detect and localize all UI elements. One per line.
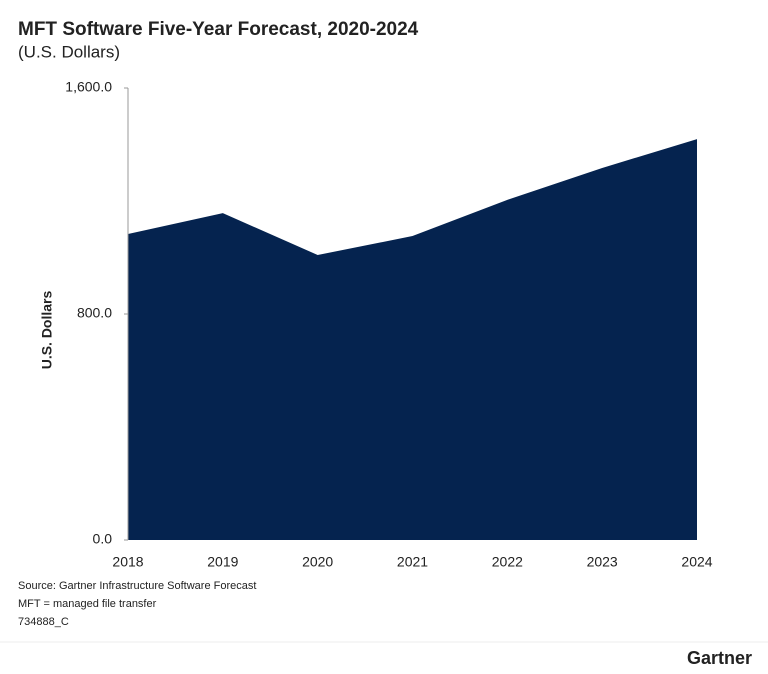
x-tick-label: 2024 — [681, 554, 712, 570]
x-tick-label: 2023 — [587, 554, 618, 570]
figure-id: 734888_C — [18, 616, 69, 628]
chart-title: MFT Software Five-Year Forecast, 2020-20… — [18, 19, 419, 40]
abbreviation-note: MFT = managed file transfer — [18, 598, 157, 610]
y-tick-label: 0.0 — [93, 531, 113, 547]
y-tick-label: 800.0 — [77, 305, 112, 321]
source-note: Source: Gartner Infrastructure Software … — [18, 580, 256, 592]
x-tick-label: 2022 — [492, 554, 523, 570]
chart-subtitle: (U.S. Dollars) — [18, 42, 120, 61]
y-axis-label: U.S. Dollars — [39, 291, 55, 370]
y-tick-label: 1,600.0 — [65, 79, 112, 95]
x-tick-label: 2020 — [302, 554, 333, 570]
x-tick-label: 2021 — [397, 554, 428, 570]
x-tick-label: 2018 — [112, 554, 143, 570]
x-tick-label: 2019 — [207, 554, 238, 570]
area — [128, 139, 697, 540]
brand-logo: Gartner — [687, 648, 752, 668]
